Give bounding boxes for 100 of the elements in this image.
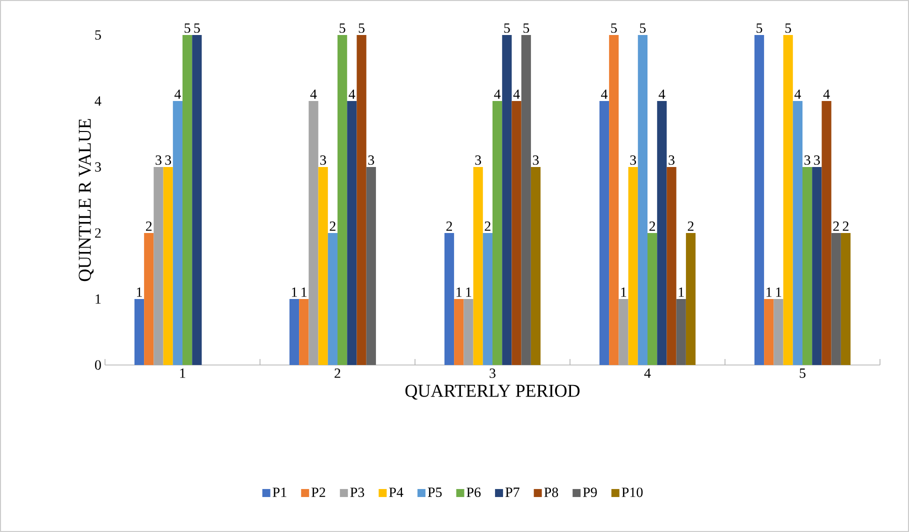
bar [783, 34, 793, 365]
legend-label: P1 [272, 488, 286, 497]
data-label: 3 [320, 155, 326, 165]
bar [774, 298, 784, 365]
bar [840, 232, 851, 365]
x-tick-label: 5 [800, 368, 806, 378]
data-label: 2 [446, 222, 452, 231]
data-label: 5 [194, 23, 200, 33]
data-label: 5 [358, 23, 364, 33]
data-label: 1 [621, 288, 626, 297]
y-tick-label: 2 [95, 228, 101, 238]
bar [444, 232, 454, 365]
bar [599, 100, 610, 365]
bar [308, 100, 318, 365]
data-label: 3 [814, 155, 820, 165]
data-label: 1 [766, 288, 772, 297]
data-label: 5 [785, 23, 792, 33]
y-tick-label: 3 [95, 162, 101, 172]
bar [318, 166, 328, 365]
data-label: 5 [611, 23, 617, 33]
x-tick-label: 3 [490, 368, 496, 378]
bar [609, 34, 619, 365]
bar [676, 298, 686, 365]
bar [182, 34, 192, 365]
bar [512, 100, 522, 365]
data-label: 5 [523, 23, 530, 33]
data-label: 4 [348, 90, 356, 99]
data-label: 2 [833, 222, 839, 231]
bar [618, 298, 628, 365]
bar [492, 100, 502, 365]
data-label: 4 [658, 90, 666, 99]
bar [822, 100, 832, 365]
data-label: 3 [804, 155, 810, 165]
data-label: 4 [494, 90, 501, 99]
data-label: 3 [630, 155, 636, 165]
bar [347, 100, 357, 365]
data-label: 5 [504, 23, 510, 33]
bar [792, 100, 802, 365]
data-label: 5 [340, 23, 346, 33]
bar [473, 166, 483, 365]
bar [299, 298, 309, 365]
data-label: 3 [156, 155, 162, 165]
data-label: 1 [678, 288, 684, 297]
bar [356, 34, 366, 365]
y-axis-title: QUINTILE R VALUE [78, 119, 94, 282]
y-tick-label: 1 [96, 294, 101, 304]
data-label: 4 [794, 90, 801, 99]
data-label: 2 [688, 222, 694, 231]
data-label: 1 [136, 288, 142, 297]
bar [802, 166, 812, 365]
data-label: 4 [310, 90, 317, 99]
bar [648, 232, 658, 365]
x-tick-label: 2 [334, 368, 340, 378]
data-label: 4 [823, 90, 830, 99]
bar [338, 34, 348, 365]
bar [628, 166, 638, 365]
legend-label: P10 [622, 488, 643, 498]
bar [764, 298, 774, 365]
bar [192, 34, 202, 365]
data-label: 2 [484, 222, 490, 231]
bar [163, 166, 173, 365]
bar [686, 232, 696, 365]
x-tick-label: 1 [180, 368, 186, 378]
bar [144, 232, 154, 365]
data-label: 1 [456, 288, 462, 297]
bar [754, 34, 764, 365]
x-tick-label: 4 [644, 368, 651, 378]
bar [464, 298, 474, 365]
data-label: 4 [601, 90, 608, 99]
data-label: 1 [776, 288, 782, 297]
bar [831, 232, 841, 365]
bar [289, 298, 300, 365]
legend-label: P2 [312, 488, 326, 497]
legend-label: P6 [466, 488, 481, 498]
data-label: 1 [292, 288, 297, 297]
data-label: 4 [174, 90, 181, 99]
bar [502, 34, 512, 365]
bar [530, 166, 541, 365]
data-label: 5 [640, 23, 646, 33]
data-label: 5 [756, 23, 762, 33]
legend-label: P3 [350, 488, 364, 498]
bar [454, 298, 464, 365]
data-label: 2 [649, 222, 656, 231]
data-label: 2 [146, 222, 152, 231]
data-label: 3 [368, 155, 374, 165]
bar [154, 166, 164, 365]
data-label: 3 [475, 155, 482, 165]
legend-label: P9 [583, 488, 597, 498]
bar [657, 100, 667, 365]
bar [482, 232, 493, 365]
legend-label: P8 [544, 488, 558, 498]
y-tick-label: 0 [95, 360, 101, 370]
bar [366, 166, 376, 365]
bar [812, 166, 822, 365]
legend-label: P4 [389, 488, 404, 497]
bar [328, 232, 338, 365]
bar [666, 166, 676, 365]
data-label: 3 [165, 155, 172, 165]
data-label: 1 [302, 288, 307, 297]
y-tick-label: 5 [95, 30, 101, 40]
